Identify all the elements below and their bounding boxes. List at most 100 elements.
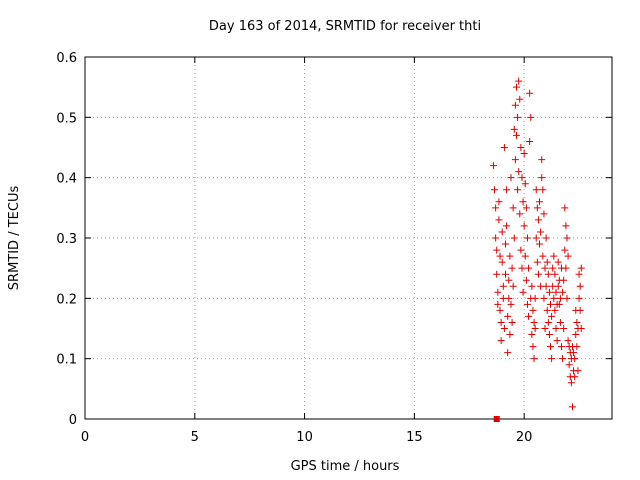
data-point bbox=[567, 379, 575, 387]
data-point bbox=[552, 325, 560, 332]
data-point bbox=[573, 343, 581, 351]
data-point bbox=[550, 252, 558, 260]
data-point bbox=[541, 325, 549, 332]
data-point bbox=[495, 216, 503, 224]
data-point bbox=[531, 294, 539, 302]
data-point bbox=[497, 337, 505, 345]
data-point bbox=[491, 186, 499, 194]
data-point bbox=[500, 144, 508, 151]
data-point bbox=[527, 113, 535, 121]
data-point bbox=[511, 156, 519, 164]
data-point bbox=[519, 288, 527, 296]
data-point bbox=[559, 288, 567, 296]
data-point bbox=[576, 306, 584, 314]
data-point bbox=[492, 204, 500, 212]
data-point bbox=[541, 264, 549, 272]
data-point bbox=[539, 186, 547, 194]
data-point bbox=[536, 198, 544, 206]
data-point bbox=[532, 234, 540, 242]
data-point bbox=[516, 210, 524, 218]
data-point bbox=[519, 198, 527, 206]
data-point bbox=[539, 252, 547, 260]
data-point bbox=[554, 258, 562, 266]
data-point bbox=[530, 318, 538, 326]
data-point bbox=[493, 270, 501, 278]
data-point bbox=[545, 331, 553, 339]
data-point bbox=[571, 373, 579, 381]
data-point bbox=[510, 125, 518, 133]
data-point bbox=[512, 131, 520, 139]
data-point bbox=[518, 264, 526, 272]
y-tick-label: 0.3 bbox=[56, 232, 77, 247]
data-point bbox=[564, 337, 572, 345]
chart-title: Day 163 of 2014, SRMTID for receiver tht… bbox=[209, 19, 481, 34]
data-point bbox=[504, 349, 512, 357]
data-point bbox=[543, 306, 551, 314]
x-tick-label: 20 bbox=[516, 430, 533, 445]
data-point bbox=[556, 294, 564, 302]
data-point bbox=[550, 294, 558, 302]
data-point bbox=[545, 288, 553, 296]
data-point bbox=[506, 331, 514, 339]
data-point bbox=[505, 294, 513, 302]
data-point bbox=[536, 240, 544, 248]
data-point bbox=[572, 331, 580, 339]
data-point bbox=[555, 300, 563, 308]
data-point bbox=[551, 306, 559, 314]
data-point bbox=[516, 95, 524, 103]
data-point bbox=[534, 270, 542, 278]
data-point bbox=[493, 246, 501, 254]
x-axis-label: GPS time / hours bbox=[291, 459, 400, 474]
data-point bbox=[551, 270, 559, 278]
y-tick-label: 0 bbox=[69, 413, 77, 428]
y-axis-label: SRMTID / TECUs bbox=[7, 186, 22, 291]
data-point bbox=[568, 403, 576, 411]
data-point bbox=[528, 282, 536, 290]
x-tick-label: 15 bbox=[406, 430, 423, 445]
data-point bbox=[509, 282, 517, 290]
data-point bbox=[548, 355, 556, 363]
data-point bbox=[529, 343, 537, 351]
data-point bbox=[561, 246, 569, 254]
data-point bbox=[494, 288, 502, 296]
data-point bbox=[510, 234, 518, 242]
data-point bbox=[534, 216, 542, 224]
data-point bbox=[526, 137, 534, 145]
data-point bbox=[538, 156, 546, 164]
data-point bbox=[529, 306, 537, 314]
y-tick-label: 0.5 bbox=[56, 111, 77, 126]
x-tick-label: 0 bbox=[81, 430, 89, 445]
data-point bbox=[573, 318, 581, 326]
data-point bbox=[528, 331, 536, 339]
data-point bbox=[576, 282, 584, 290]
data-point bbox=[517, 246, 525, 254]
data-point bbox=[514, 186, 522, 194]
data-point bbox=[538, 174, 546, 182]
data-point bbox=[548, 312, 556, 320]
data-point bbox=[515, 77, 523, 85]
data-point bbox=[517, 144, 525, 151]
data-point bbox=[543, 258, 551, 266]
data-point bbox=[533, 204, 541, 212]
data-point bbox=[532, 186, 540, 194]
data-point bbox=[495, 198, 503, 206]
data-point bbox=[511, 101, 519, 109]
data-point bbox=[503, 222, 511, 230]
data-point bbox=[503, 186, 511, 194]
data-point bbox=[530, 355, 538, 363]
y-tick-label: 0.4 bbox=[56, 172, 77, 187]
data-point bbox=[553, 337, 561, 345]
y-tick-label: 0.1 bbox=[56, 353, 77, 368]
data-point bbox=[562, 222, 570, 230]
data-point bbox=[575, 294, 583, 302]
data-point bbox=[523, 234, 531, 242]
data-point bbox=[521, 252, 529, 260]
data-point bbox=[552, 288, 560, 296]
data-point bbox=[540, 210, 548, 218]
data-point bbox=[498, 258, 506, 266]
data-point bbox=[525, 312, 533, 320]
data-point bbox=[571, 355, 579, 363]
data-point bbox=[522, 204, 530, 212]
data-point bbox=[500, 325, 508, 332]
y-tick-label: 0.6 bbox=[56, 51, 77, 66]
